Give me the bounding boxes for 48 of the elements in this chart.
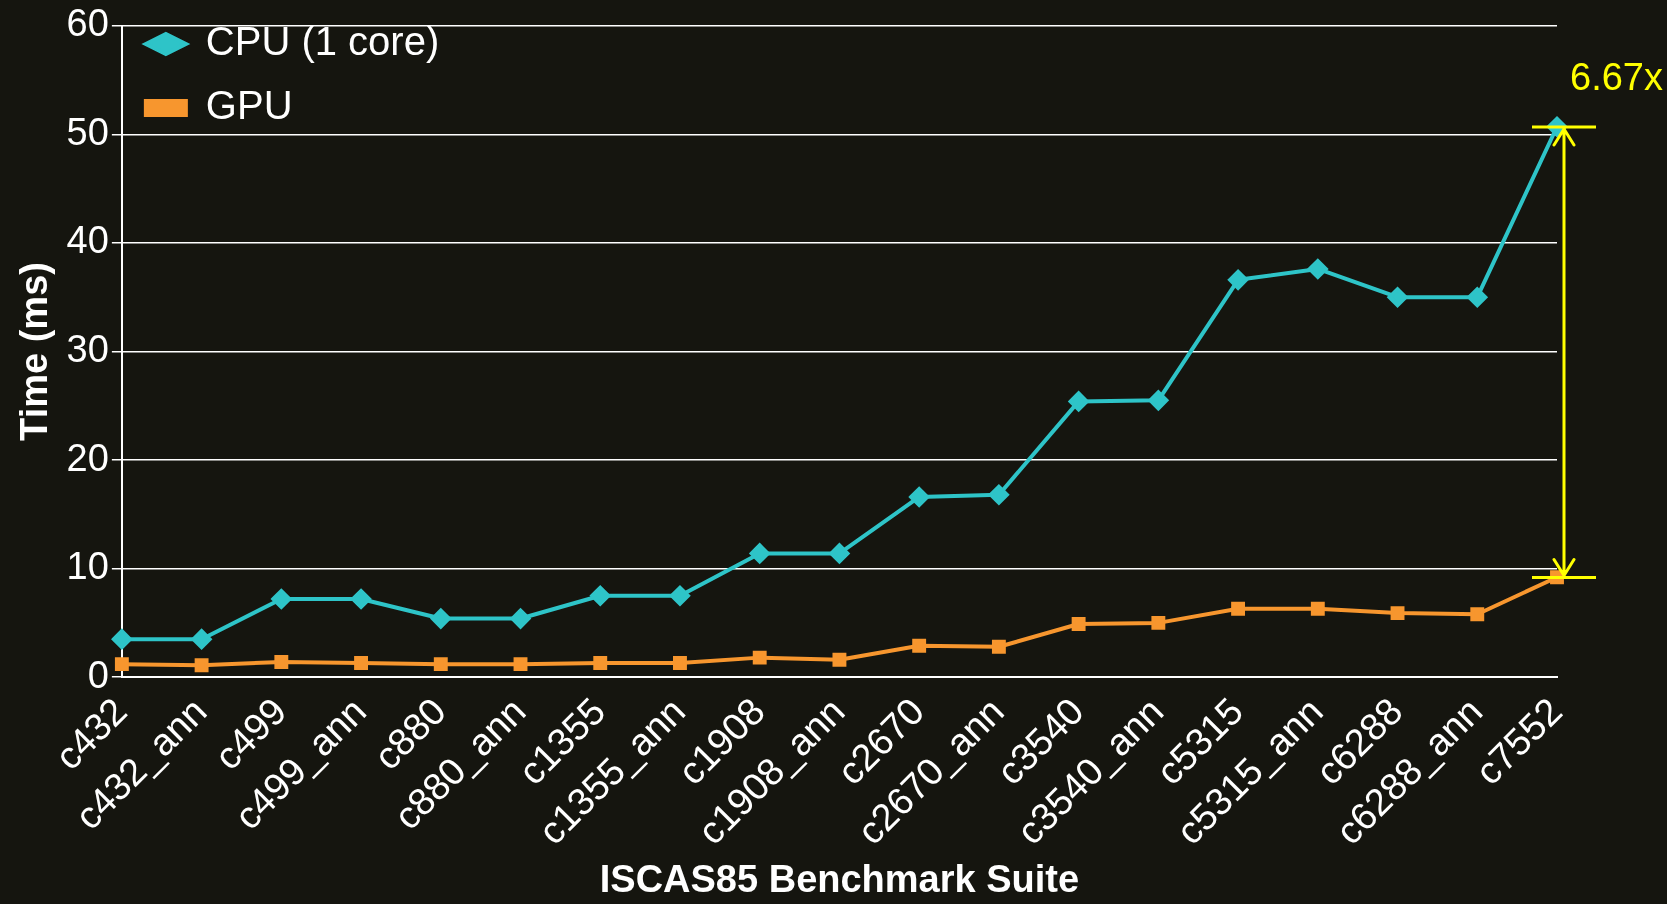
point (593, 656, 608, 671)
point (832, 652, 847, 667)
legend-label: CPU (1 core) (205, 19, 440, 64)
point (669, 585, 690, 606)
point (433, 657, 448, 672)
point (513, 657, 528, 672)
y-axis-title: Time (ms) (13, 262, 56, 441)
point (1310, 601, 1325, 616)
y-tick-label: 50 (66, 110, 109, 153)
point (354, 656, 369, 671)
x-axis-title: ISCAS85 Benchmark Suite (599, 857, 1080, 900)
point (430, 608, 451, 629)
point (912, 638, 927, 653)
point (590, 585, 611, 606)
legend-label: GPU (205, 83, 293, 128)
point (274, 655, 289, 669)
point (1231, 601, 1246, 616)
point (752, 650, 767, 665)
y-tick-label: 30 (66, 327, 109, 370)
point (510, 608, 531, 629)
point (988, 484, 1009, 505)
y-tick-label: 60 (66, 2, 109, 45)
point (1390, 606, 1405, 621)
point (111, 629, 132, 650)
point (1228, 269, 1249, 290)
y-tick-label: 20 (66, 436, 109, 479)
y-tick-label: 40 (66, 219, 109, 262)
point (194, 658, 209, 673)
point (114, 657, 129, 672)
point (351, 589, 372, 610)
point (673, 656, 687, 671)
y-tick-label: 0 (87, 653, 109, 696)
point (909, 486, 930, 507)
annotation: 6.67x (1570, 56, 1663, 99)
y-tick-label: 10 (66, 545, 109, 588)
point (1071, 617, 1086, 631)
point (1467, 287, 1488, 308)
point (1387, 287, 1408, 308)
point (191, 629, 212, 650)
point (1307, 258, 1328, 279)
point (991, 639, 1006, 654)
point (271, 589, 292, 610)
point (1148, 390, 1169, 411)
point (1470, 607, 1485, 622)
point (1068, 391, 1089, 412)
point (1151, 615, 1166, 630)
point (749, 543, 770, 564)
point (829, 543, 850, 564)
